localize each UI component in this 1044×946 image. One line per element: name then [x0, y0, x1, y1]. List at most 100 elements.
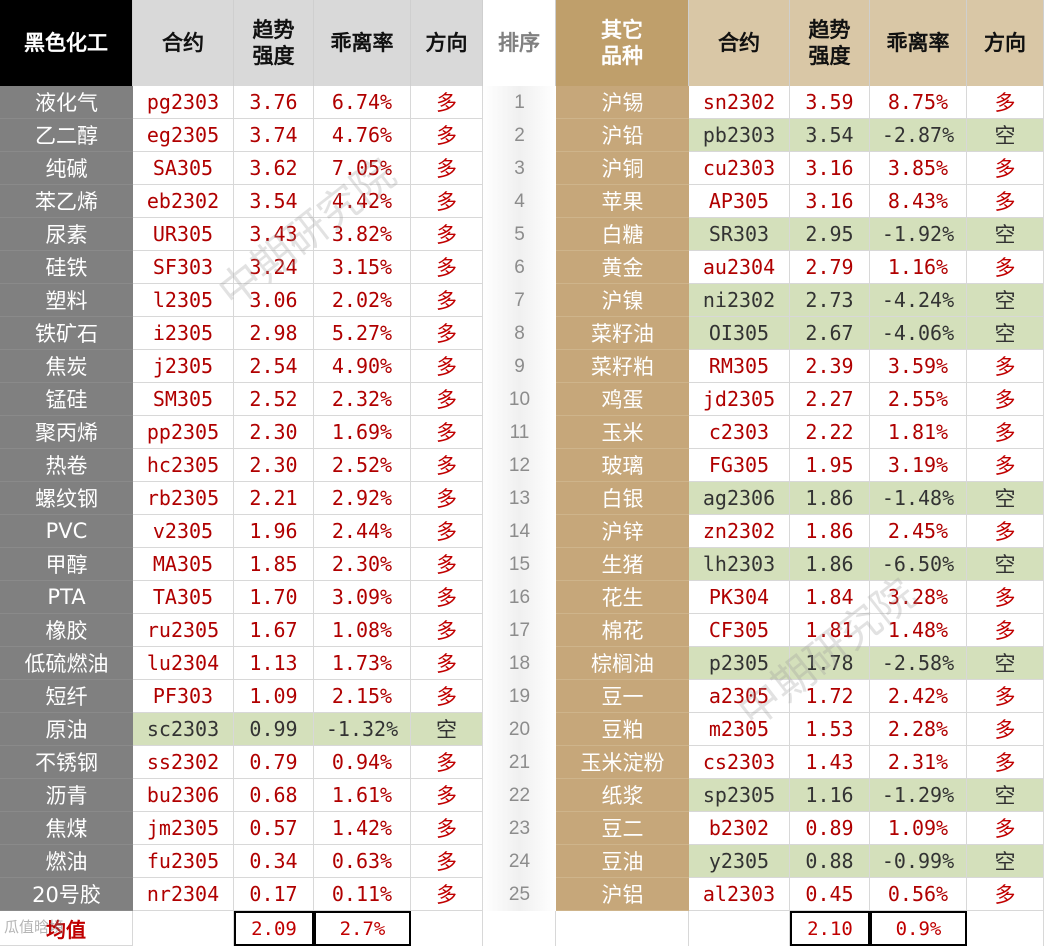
right-row-name: 沪锡	[556, 86, 689, 119]
rank-number: 16	[483, 581, 556, 614]
right-row-name: 菜籽粕	[556, 350, 689, 383]
right-row-deviation: 8.43%	[870, 185, 967, 218]
right-row-direction: 空	[967, 647, 1044, 680]
right-row-contract: m2305	[689, 713, 790, 746]
rank-number: 11	[483, 416, 556, 449]
left-row-direction: 多	[411, 845, 483, 878]
right-row-direction: 空	[967, 779, 1044, 812]
right-row-name: 沪锌	[556, 515, 689, 548]
rank-number: 22	[483, 779, 556, 812]
right-row-strength: 1.95	[790, 449, 870, 482]
left-row-strength: 1.85	[234, 548, 314, 581]
right-row-strength: 2.67	[790, 317, 870, 350]
right-row-contract: pb2303	[689, 119, 790, 152]
right-row-name: 菜籽油	[556, 317, 689, 350]
right-row-strength: 1.78	[790, 647, 870, 680]
left-row-name: 聚丙烯	[0, 416, 133, 449]
rank-number: 1	[483, 86, 556, 119]
right-row-contract: p2305	[689, 647, 790, 680]
left-row-deviation: 2.52%	[314, 449, 411, 482]
left-row-deviation: 0.11%	[314, 878, 411, 911]
left-row-contract: sc2303	[133, 713, 234, 746]
footer-blank	[411, 911, 483, 946]
rank-number: 14	[483, 515, 556, 548]
right-row-deviation: 3.28%	[870, 581, 967, 614]
left-row-direction: 多	[411, 152, 483, 185]
right-row-strength: 2.79	[790, 251, 870, 284]
footer-blank	[556, 911, 689, 946]
left-row-deviation: 1.69%	[314, 416, 411, 449]
right-row-name: 玉米	[556, 416, 689, 449]
left-row-deviation: 1.08%	[314, 614, 411, 647]
left-row-contract: PF303	[133, 680, 234, 713]
right-row-strength: 2.39	[790, 350, 870, 383]
left-row-contract: pp2305	[133, 416, 234, 449]
right-row-direction: 多	[967, 812, 1044, 845]
right-row-contract: OI305	[689, 317, 790, 350]
left-row-strength: 0.99	[234, 713, 314, 746]
left-row-direction: 多	[411, 614, 483, 647]
right-row-direction: 空	[967, 119, 1044, 152]
left-row-direction: 多	[411, 812, 483, 845]
right-row-name: 生猪	[556, 548, 689, 581]
left-row-strength: 1.96	[234, 515, 314, 548]
left-row-name: 焦炭	[0, 350, 133, 383]
footer-blank	[483, 911, 556, 946]
left-row-contract: eb2302	[133, 185, 234, 218]
right-row-direction: 空	[967, 284, 1044, 317]
right-row-deviation: 2.28%	[870, 713, 967, 746]
right-row-direction: 多	[967, 383, 1044, 416]
right-row-name: 黄金	[556, 251, 689, 284]
right-row-strength: 1.43	[790, 746, 870, 779]
left-row-name: 塑料	[0, 284, 133, 317]
right-row-deviation: 0.56%	[870, 878, 967, 911]
right-row-name: 豆二	[556, 812, 689, 845]
left-row-name: 硅铁	[0, 251, 133, 284]
right-row-name: 玉米淀粉	[556, 746, 689, 779]
average-label: 均值	[0, 911, 133, 946]
right-row-direction: 空	[967, 218, 1044, 251]
right-row-contract: CF305	[689, 614, 790, 647]
rank-number: 4	[483, 185, 556, 218]
right-row-direction: 多	[967, 515, 1044, 548]
left-row-contract: SF303	[133, 251, 234, 284]
left-row-strength: 3.24	[234, 251, 314, 284]
rank-number: 21	[483, 746, 556, 779]
right-row-direction: 多	[967, 152, 1044, 185]
right-row-strength: 2.22	[790, 416, 870, 449]
left-row-contract: jm2305	[133, 812, 234, 845]
right-row-deviation: 1.09%	[870, 812, 967, 845]
left-strength-header: 趋势 强度	[234, 0, 314, 86]
left-row-contract: i2305	[133, 317, 234, 350]
rank-number: 10	[483, 383, 556, 416]
right-row-contract: b2302	[689, 812, 790, 845]
left-row-contract: l2305	[133, 284, 234, 317]
right-row-contract: ni2302	[689, 284, 790, 317]
left-row-strength: 0.57	[234, 812, 314, 845]
right-category-header: 其它 品种	[556, 0, 689, 86]
right-row-deviation: -0.99%	[870, 845, 967, 878]
left-row-direction: 多	[411, 548, 483, 581]
right-row-deviation: -1.48%	[870, 482, 967, 515]
right-row-direction: 多	[967, 581, 1044, 614]
right-row-strength: 0.89	[790, 812, 870, 845]
left-row-strength: 3.54	[234, 185, 314, 218]
rank-number: 5	[483, 218, 556, 251]
left-row-contract: TA305	[133, 581, 234, 614]
right-row-contract: cu2303	[689, 152, 790, 185]
left-row-deviation: 3.82%	[314, 218, 411, 251]
left-row-contract: UR305	[133, 218, 234, 251]
right-row-name: 苹果	[556, 185, 689, 218]
right-row-strength: 1.84	[790, 581, 870, 614]
right-row-direction: 多	[967, 416, 1044, 449]
right-row-name: 玻璃	[556, 449, 689, 482]
rank-number: 2	[483, 119, 556, 152]
right-row-direction: 多	[967, 86, 1044, 119]
left-row-contract: SM305	[133, 383, 234, 416]
left-row-deviation: 0.94%	[314, 746, 411, 779]
left-row-strength: 3.62	[234, 152, 314, 185]
right-row-deviation: 1.16%	[870, 251, 967, 284]
right-row-name: 鸡蛋	[556, 383, 689, 416]
left-row-contract: rb2305	[133, 482, 234, 515]
right-row-name: 纸浆	[556, 779, 689, 812]
